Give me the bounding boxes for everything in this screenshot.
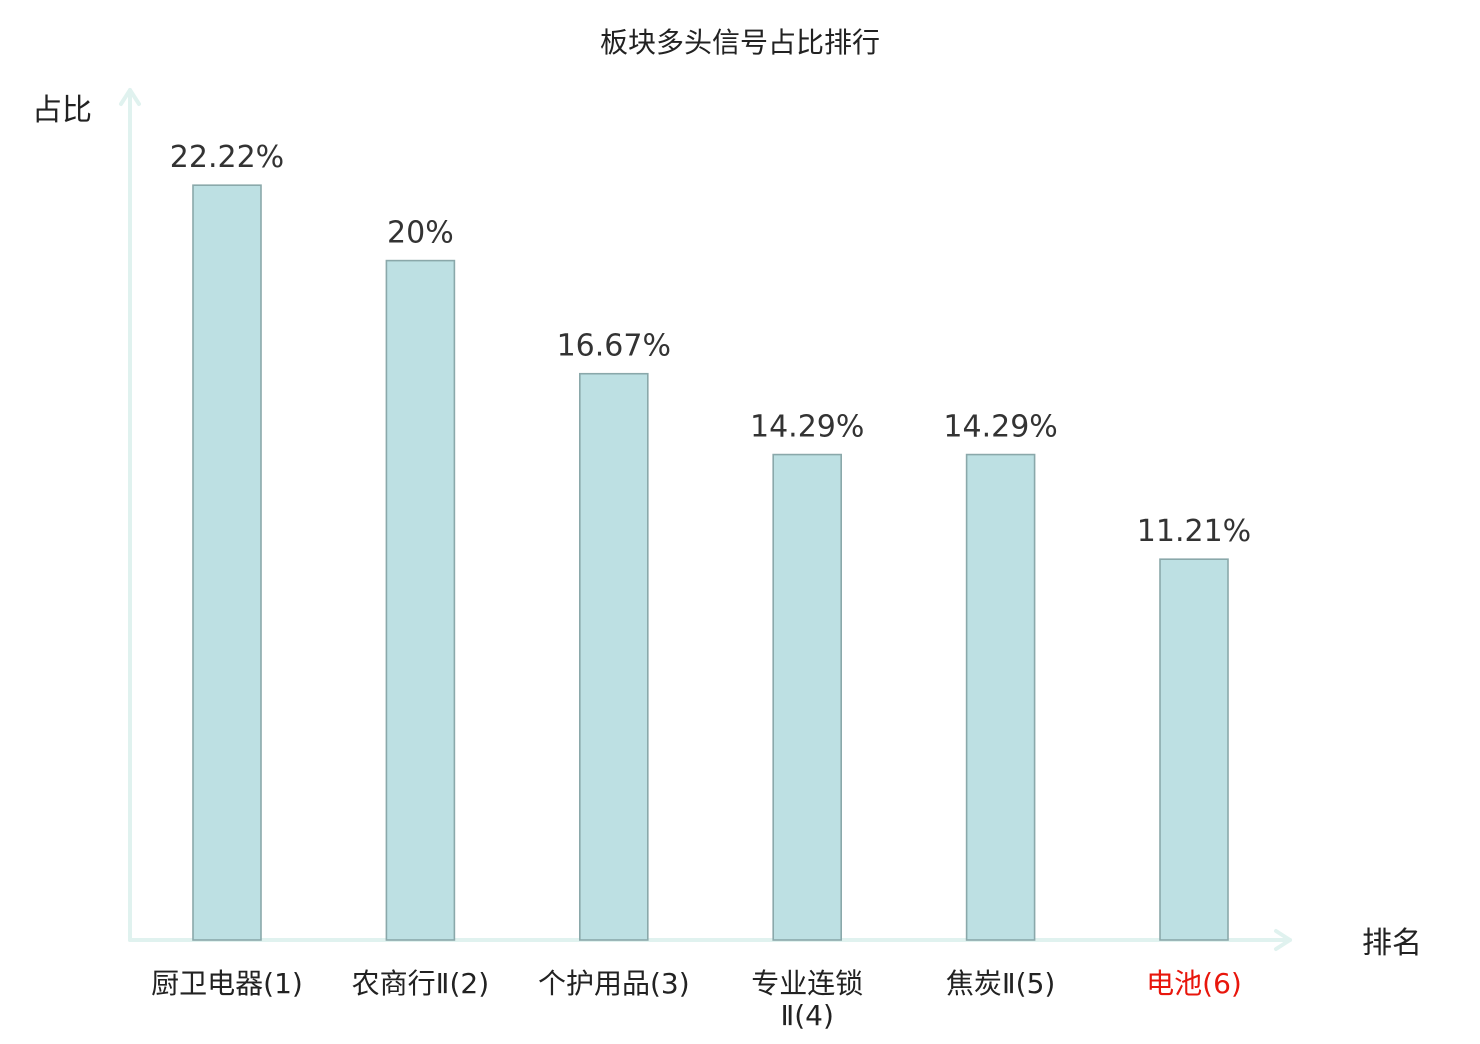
x-tick-label: 厨卫电器(1)	[151, 967, 303, 1000]
x-tick-label-line: 农商行Ⅱ(2)	[352, 967, 489, 1000]
x-tick-label: 电池(6)	[1146, 967, 1242, 1000]
x-tick-label: 专业连锁 Ⅱ(4)	[751, 967, 863, 1032]
x-tick-label-line: 个护用品(3)	[538, 967, 690, 1000]
chart-title: 板块多头信号占比排行	[600, 26, 880, 59]
bar	[1159, 558, 1229, 941]
category-labels-group: 厨卫电器(1) 农商行Ⅱ(2) 个护用品(3) 专业连锁 Ⅱ(4) 焦炭Ⅱ(5) 电池(6)	[151, 967, 1242, 1032]
y-axis-arrow	[119, 88, 141, 106]
x-tick-label-line: Ⅱ(4)	[780, 999, 833, 1032]
bar	[192, 184, 262, 941]
axes	[119, 88, 1292, 951]
y-axis-label: 占比	[32, 93, 92, 128]
x-tick-label: 个护用品(3)	[538, 967, 690, 1000]
bar	[772, 453, 843, 941]
bar	[385, 259, 456, 941]
value-labels-group: 22.22% 20% 16.67% 14.29% 14.29% 11.21%	[170, 140, 1251, 549]
x-tick-label-line: 电池(6)	[1146, 967, 1242, 1000]
bar-value-label: 16.67%	[557, 329, 671, 364]
bar	[965, 453, 1036, 941]
x-axis-arrow	[1274, 929, 1292, 951]
bar	[578, 372, 649, 941]
bar-value-label: 11.21%	[1137, 514, 1251, 549]
x-tick-label-line: 焦炭Ⅱ(5)	[946, 967, 1055, 1000]
bar-value-label: 14.29%	[750, 410, 864, 445]
x-tick-label: 农商行Ⅱ(2)	[352, 967, 489, 1000]
x-tick-label-line: 专业连锁	[751, 967, 863, 1000]
bar-value-label: 22.22%	[170, 140, 284, 175]
bar-value-label: 14.29%	[943, 410, 1057, 445]
x-tick-label-line: 厨卫电器(1)	[151, 967, 303, 1000]
bar-value-label: 20%	[387, 216, 454, 251]
x-axis-label: 排名	[1362, 926, 1422, 961]
bars-group	[192, 184, 1229, 941]
x-tick-label: 焦炭Ⅱ(5)	[946, 967, 1055, 1000]
